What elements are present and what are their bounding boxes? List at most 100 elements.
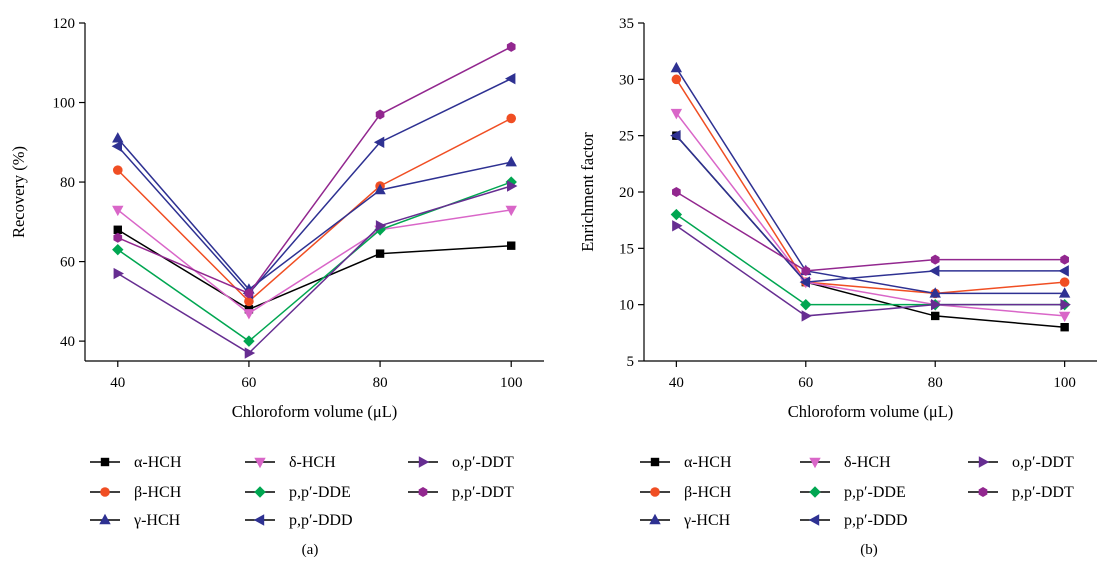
data-point [1058,311,1071,323]
data-point [505,205,517,217]
legend-item: p,p′-DDD [245,512,353,529]
y-tick-label: 25 [619,129,634,145]
x-tick-label: 60 [241,375,256,391]
legend-item: p,p′-DDT [968,484,1074,501]
legend-item: p,p′-DDE [245,484,351,501]
x-tick-label: 60 [798,375,813,391]
series-line [675,135,1065,283]
legend-marker [254,486,266,498]
legend-marker [418,487,428,497]
data-point [244,296,254,307]
data-point [244,347,256,359]
y-tick-label: 120 [53,16,76,32]
series-line [117,209,512,315]
series-3 [670,108,1071,323]
series-5 [670,129,1069,288]
series-2 [112,132,517,294]
series-line [675,112,1065,317]
legend-label: p,p′-DDD [289,512,353,529]
legend-marker [978,456,990,468]
legend-label: γ-HCH [683,512,731,529]
legend-item: o,p′-DDT [408,454,514,471]
legend-item: γ-HCH [640,512,731,529]
data-point [672,220,683,232]
data-point [670,129,681,142]
data-point [374,183,386,195]
y-axis-title: Enrichment factor [578,132,597,252]
data-point [1058,287,1071,298]
series-line [117,46,512,295]
x-tick-label: 100 [1053,375,1076,391]
legend-label: α-HCH [684,454,732,471]
data-point [243,309,255,320]
y-tick-label: 60 [60,255,75,271]
legend-item: β-HCH [90,484,182,501]
series-line [117,229,512,311]
legend-item: δ-HCH [800,454,891,471]
x-axis-title: Chloroform volume (μL) [788,402,954,421]
legend: α-HCH β-HCH γ-HCH δ-HCH p,p′-DDE p,p′-DDD o,p′… [640,454,1074,529]
series-0 [113,225,516,314]
data-point [930,254,940,265]
y-axis-title: Recovery (%) [9,146,28,238]
legend-label: δ-HCH [289,454,336,471]
legend-label: p,p′-DDT [1012,484,1074,501]
series-line [117,185,512,354]
data-point [1060,298,1071,311]
data-point [244,288,254,299]
y-tick-label: 10 [619,298,634,314]
legend-marker [809,486,821,498]
panel-label: (b) [860,542,878,558]
data-point [506,113,517,124]
series-7 [113,41,516,299]
series-5 [111,72,516,300]
legend-marker [649,513,661,525]
series-2 [670,61,1071,298]
data-point [112,243,124,256]
legend-item: β-HCH [640,484,732,501]
legend-label: δ-HCH [844,454,891,471]
legend: α-HCH β-HCH γ-HCH δ-HCH p,p′-DDE p,p′-DDD o,p′… [90,454,514,529]
data-point [931,298,942,311]
y-tick-label: 80 [60,175,75,191]
data-point [111,140,122,152]
data-point [113,225,122,234]
data-point [931,311,940,321]
x-tick-label: 40 [669,375,684,391]
data-point [670,61,683,73]
data-point [112,165,123,175]
data-point [507,180,518,192]
data-point [113,267,124,280]
legend-label: β-HCH [684,484,732,501]
data-point [375,220,387,232]
data-point [112,132,124,143]
data-point [799,276,810,288]
data-point [373,136,385,148]
data-point [929,287,941,298]
legend-marker [978,487,988,497]
legend-item: γ-HCH [90,512,181,529]
data-point [243,335,255,347]
legend-marker [253,514,265,526]
series-line [675,225,1065,317]
series-line [675,67,1065,295]
data-point [1060,254,1069,265]
legend-marker [808,514,820,526]
x-axis-title: Chloroform volume (μL) [232,402,398,421]
x-tick-label: 100 [500,375,523,391]
series-6 [113,180,518,359]
series-line [117,137,512,291]
data-point [929,265,940,277]
data-point [672,187,681,197]
x-tick-label: 80 [928,375,943,391]
data-point [801,310,812,322]
series-line [117,77,512,295]
legend-item: p,p′-DDE [800,484,906,501]
legend-item: p,p′-DDD [800,512,908,529]
legend-item: α-HCH [640,454,732,471]
x-tick-label: 40 [110,375,125,391]
series-line [117,117,512,303]
legend-label: p,p′-DDT [452,484,514,501]
legend-label: γ-HCH [133,512,181,529]
